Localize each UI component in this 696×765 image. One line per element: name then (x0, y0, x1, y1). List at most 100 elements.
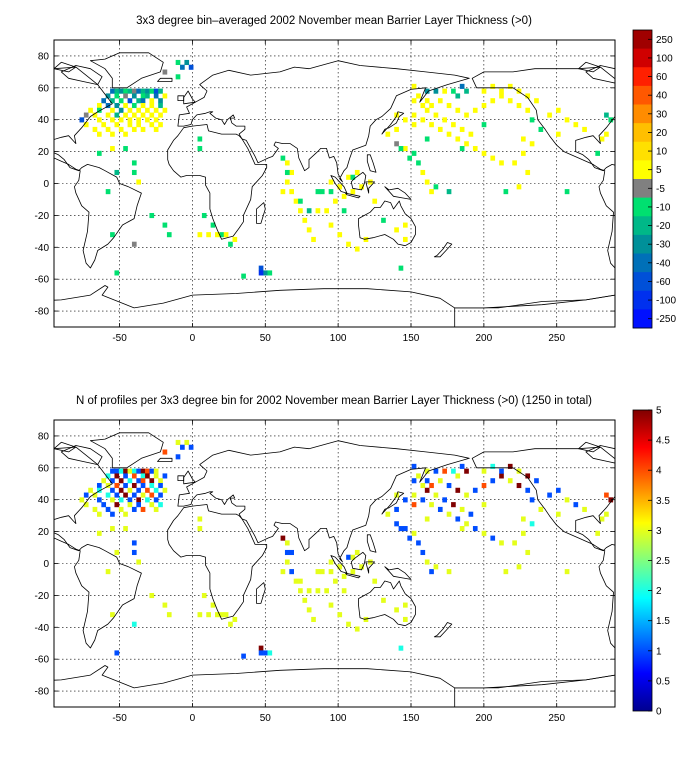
coastline (682, 458, 696, 461)
data-bin (324, 588, 329, 594)
data-bin (110, 88, 115, 94)
data-bin (298, 198, 303, 204)
data-bin (416, 540, 421, 546)
data-bin (446, 131, 452, 137)
data-bin (88, 487, 93, 493)
data-bin (394, 607, 399, 613)
data-bin (381, 217, 386, 223)
data-bin (604, 492, 609, 498)
data-bin (123, 93, 128, 99)
data-bin (284, 169, 290, 176)
data-bin (105, 102, 111, 109)
data-bin (110, 98, 115, 104)
data-bin (333, 578, 338, 584)
data-bin (149, 482, 155, 489)
data-bin (385, 131, 391, 137)
data-bin (516, 88, 522, 94)
data-bin (319, 569, 325, 575)
data-bin (359, 564, 364, 570)
data-bin (162, 93, 168, 99)
data-bin (398, 146, 404, 152)
data-bin (289, 169, 294, 176)
tick-label-y: 0 (43, 179, 49, 190)
data-bin (341, 193, 347, 199)
data-bin (180, 64, 185, 70)
data-bin (424, 487, 430, 493)
coastline (256, 582, 266, 604)
data-bin (459, 506, 465, 512)
data-bin (153, 506, 159, 512)
data-bin (507, 463, 513, 469)
data-bin (564, 497, 570, 503)
data-bin (96, 511, 102, 517)
data-bin (346, 621, 351, 627)
data-bin (123, 131, 128, 137)
tick-label-y: 80 (38, 431, 50, 442)
tick-label-x: 250 (548, 333, 565, 344)
data-bin (131, 241, 137, 247)
colorbar-label: -5 (656, 184, 665, 195)
data-bin (149, 468, 155, 474)
data-bin (96, 102, 102, 109)
data-bin (180, 444, 185, 450)
data-bin (411, 492, 417, 498)
data-bin (437, 506, 443, 512)
data-bin (328, 602, 334, 608)
data-bin (241, 273, 246, 279)
data-bin (140, 482, 146, 489)
data-bin (136, 179, 141, 185)
data-bin (455, 487, 461, 493)
data-bin (451, 468, 456, 474)
data-bin (210, 222, 216, 228)
data-bin (599, 136, 605, 142)
data-bin (263, 650, 268, 656)
colorbar-label: 10 (656, 147, 668, 158)
data-bin (507, 98, 513, 104)
data-bin (490, 463, 496, 469)
data-bin (328, 569, 334, 575)
data-bin (158, 88, 163, 94)
data-bin (490, 535, 496, 541)
data-bin (184, 59, 190, 66)
coastline (344, 192, 361, 199)
data-bin (101, 478, 107, 484)
data-bin (289, 549, 294, 556)
coastline (350, 171, 367, 191)
data-bin (131, 549, 137, 556)
data-bin (153, 487, 159, 493)
data-bin (595, 530, 600, 536)
data-bin (507, 478, 513, 484)
tick-label-x: -50 (112, 713, 127, 724)
data-bin (228, 241, 233, 247)
coastline (384, 566, 412, 580)
data-bin (459, 126, 465, 132)
data-bin (573, 502, 579, 508)
tick-label-x: 250 (548, 713, 565, 724)
data-bin (127, 122, 133, 128)
data-bin (88, 107, 93, 113)
data-bin (385, 511, 391, 517)
data-bin (534, 478, 539, 484)
data-bin (455, 473, 461, 479)
data-bin (525, 93, 531, 99)
data-bin (555, 487, 561, 493)
data-bin (140, 88, 146, 94)
data-bin (302, 597, 308, 603)
colorbar-label: 1.5 (656, 616, 670, 627)
data-bin (92, 126, 98, 132)
data-bin (446, 102, 452, 109)
data-bin (346, 554, 351, 560)
data-bin (219, 232, 225, 238)
data-bin (512, 160, 517, 166)
data-bin (105, 506, 111, 512)
data-bin (525, 473, 531, 479)
data-bin (337, 232, 343, 238)
data-bin (131, 102, 137, 109)
data-bin (197, 146, 203, 152)
data-bin (411, 83, 417, 89)
data-bin (604, 511, 609, 517)
data-bin (162, 222, 168, 228)
data-bin (201, 212, 207, 219)
data-bin (127, 478, 133, 484)
